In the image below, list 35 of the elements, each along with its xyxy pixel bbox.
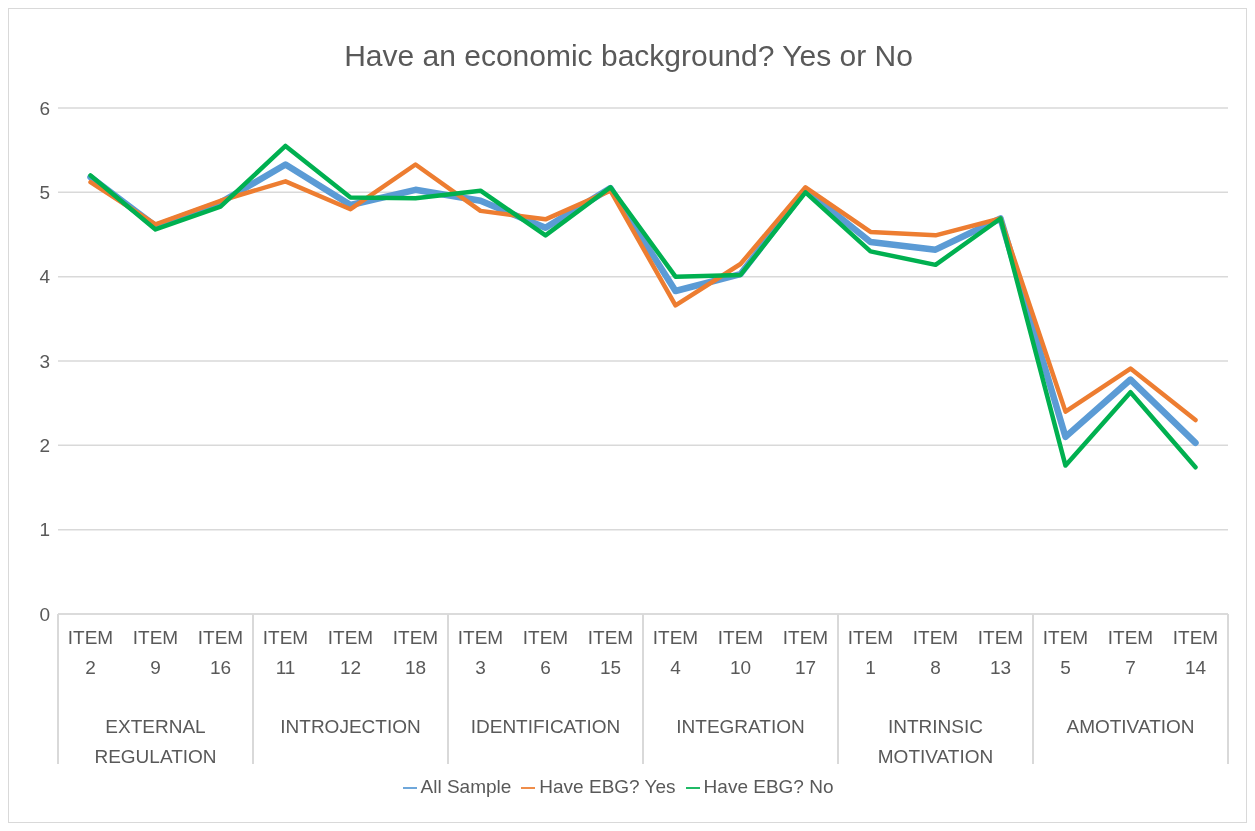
x-tick-label: ITEM 5 (1042, 627, 1089, 678)
x-tick-label: ITEM 2 (67, 627, 114, 678)
x-tick-label: ITEM 4 (652, 627, 699, 678)
legend-label: All Sample (420, 776, 512, 797)
text: IDENTIFICATION (469, 715, 622, 739)
legend-label: Have EBG? Yes (539, 776, 676, 797)
text: INTRINSIC MOTIVATION (876, 715, 995, 769)
text: EXTERNAL REGULATION (93, 715, 218, 769)
y-tick-label: 6 (39, 97, 50, 119)
y-tick-label: 1 (39, 519, 50, 541)
y-tick-label: 0 (39, 603, 50, 625)
x-tick-label: ITEM 7 (1107, 627, 1154, 678)
x-tick-label: ITEM 17 (782, 627, 829, 678)
x-tick-label: ITEM 10 (717, 627, 764, 678)
chart-title: Have an economic background? Yes or No (343, 39, 914, 73)
x-tick-label: ITEM 8 (912, 627, 959, 678)
y-tick-label: 2 (39, 435, 50, 457)
x-tick-label: ITEM 18 (392, 627, 439, 678)
text: AMOTIVATION (1065, 715, 1196, 739)
x-tick-label: ITEM 15 (587, 627, 634, 678)
y-tick-label: 3 (39, 350, 50, 372)
x-tick-label: ITEM 3 (457, 627, 504, 678)
x-tick-label: ITEM 16 (197, 627, 244, 678)
y-tick-label: 5 (39, 182, 50, 204)
x-tick-label: ITEM 11 (262, 627, 309, 678)
x-tick-label: ITEM 6 (522, 627, 569, 678)
y-tick-label: 4 (39, 266, 51, 288)
legend-label: Have EBG? No (703, 776, 834, 797)
x-tick-label: ITEM 1 (847, 627, 894, 678)
x-tick-label: ITEM 12 (327, 627, 374, 678)
text: INTEGRATION (675, 715, 806, 739)
x-tick-label: ITEM 9 (132, 627, 179, 678)
x-tick-label: ITEM 14 (1172, 627, 1219, 678)
x-tick-label: ITEM 13 (977, 627, 1024, 678)
text: INTROJECTION (279, 715, 422, 739)
